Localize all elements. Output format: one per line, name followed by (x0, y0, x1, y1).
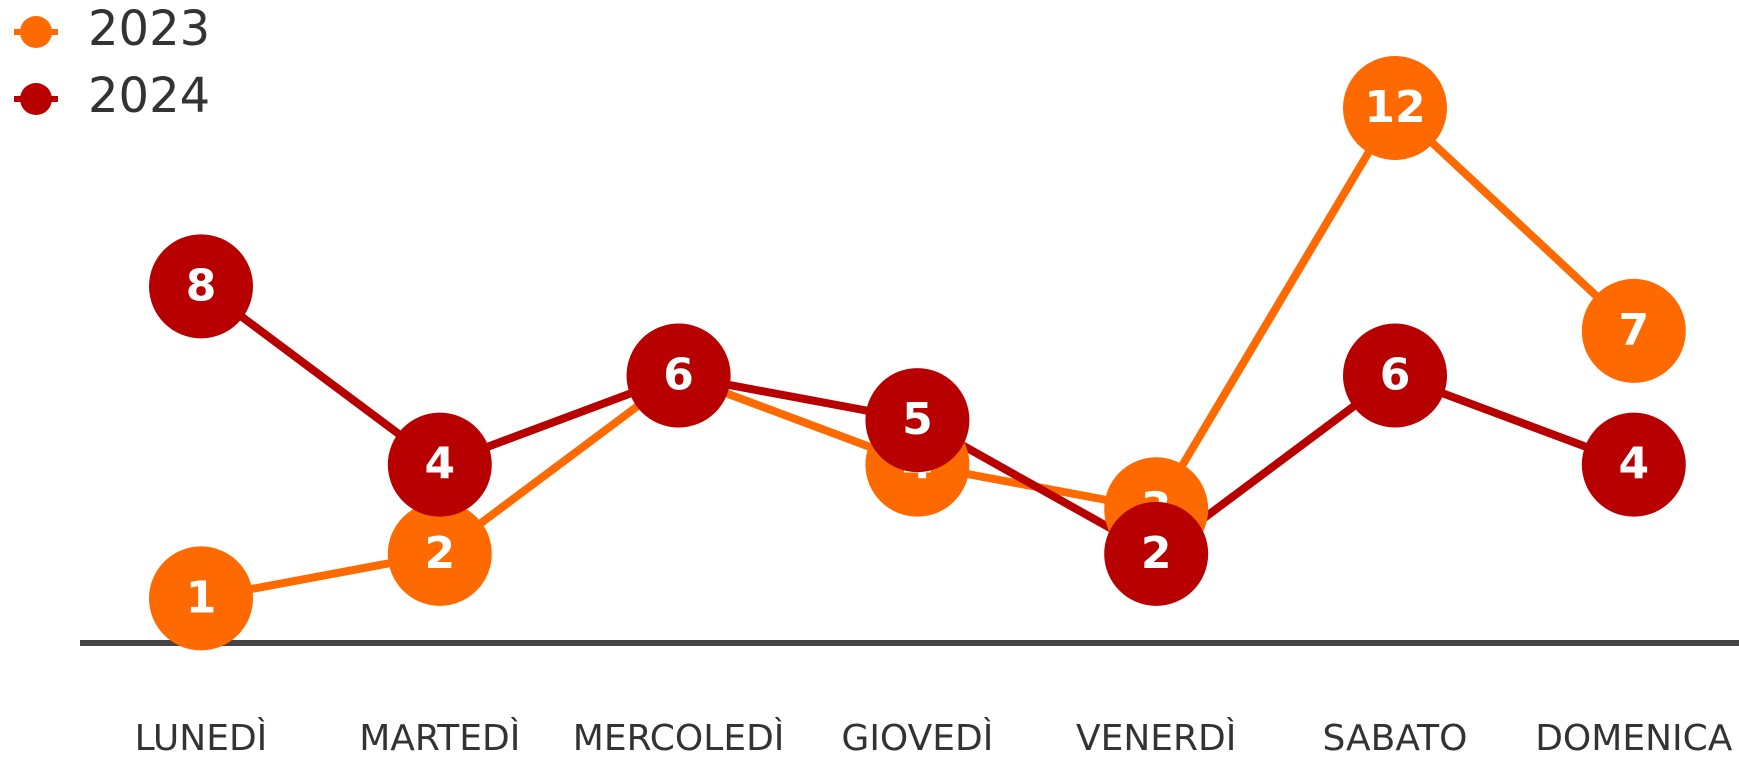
legend-label: 2023 (88, 1, 210, 57)
data-label: 12 (1364, 82, 1425, 133)
x-tick-label: DOMENICA (1535, 718, 1733, 759)
x-tick-label: SABATO (1322, 718, 1467, 759)
data-label: 6 (1380, 350, 1411, 401)
legend-marker (20, 16, 52, 48)
x-tick-label: VENERDÌ (1076, 717, 1236, 759)
data-label: 4 (424, 439, 455, 490)
point (1581, 278, 1686, 383)
point (387, 412, 492, 517)
data-label: 8 (186, 260, 217, 311)
point (1104, 501, 1209, 606)
point (1343, 323, 1447, 428)
data-label: 2 (424, 528, 455, 579)
x-tick-label: MARTEDÌ (359, 717, 520, 759)
point (387, 501, 492, 606)
point (149, 234, 253, 339)
point (1343, 56, 1447, 160)
data-label: 7 (1618, 305, 1649, 356)
data-label: 1 (186, 572, 217, 623)
x-tick-label: MERCOLEDÌ (573, 717, 785, 759)
point (1581, 412, 1686, 517)
x-tick-label: LUNEDÌ (135, 717, 268, 759)
point (865, 368, 970, 473)
data-label: 2 (1141, 528, 1172, 579)
legend-label: 2024 (88, 68, 210, 124)
point (626, 323, 731, 428)
point (149, 546, 253, 651)
data-label: 4 (1618, 439, 1649, 490)
x-tick-label: GIOVEDÌ (841, 717, 993, 759)
data-label: 6 (663, 350, 694, 401)
legend-marker (20, 83, 52, 115)
data-label: 5 (902, 394, 933, 445)
